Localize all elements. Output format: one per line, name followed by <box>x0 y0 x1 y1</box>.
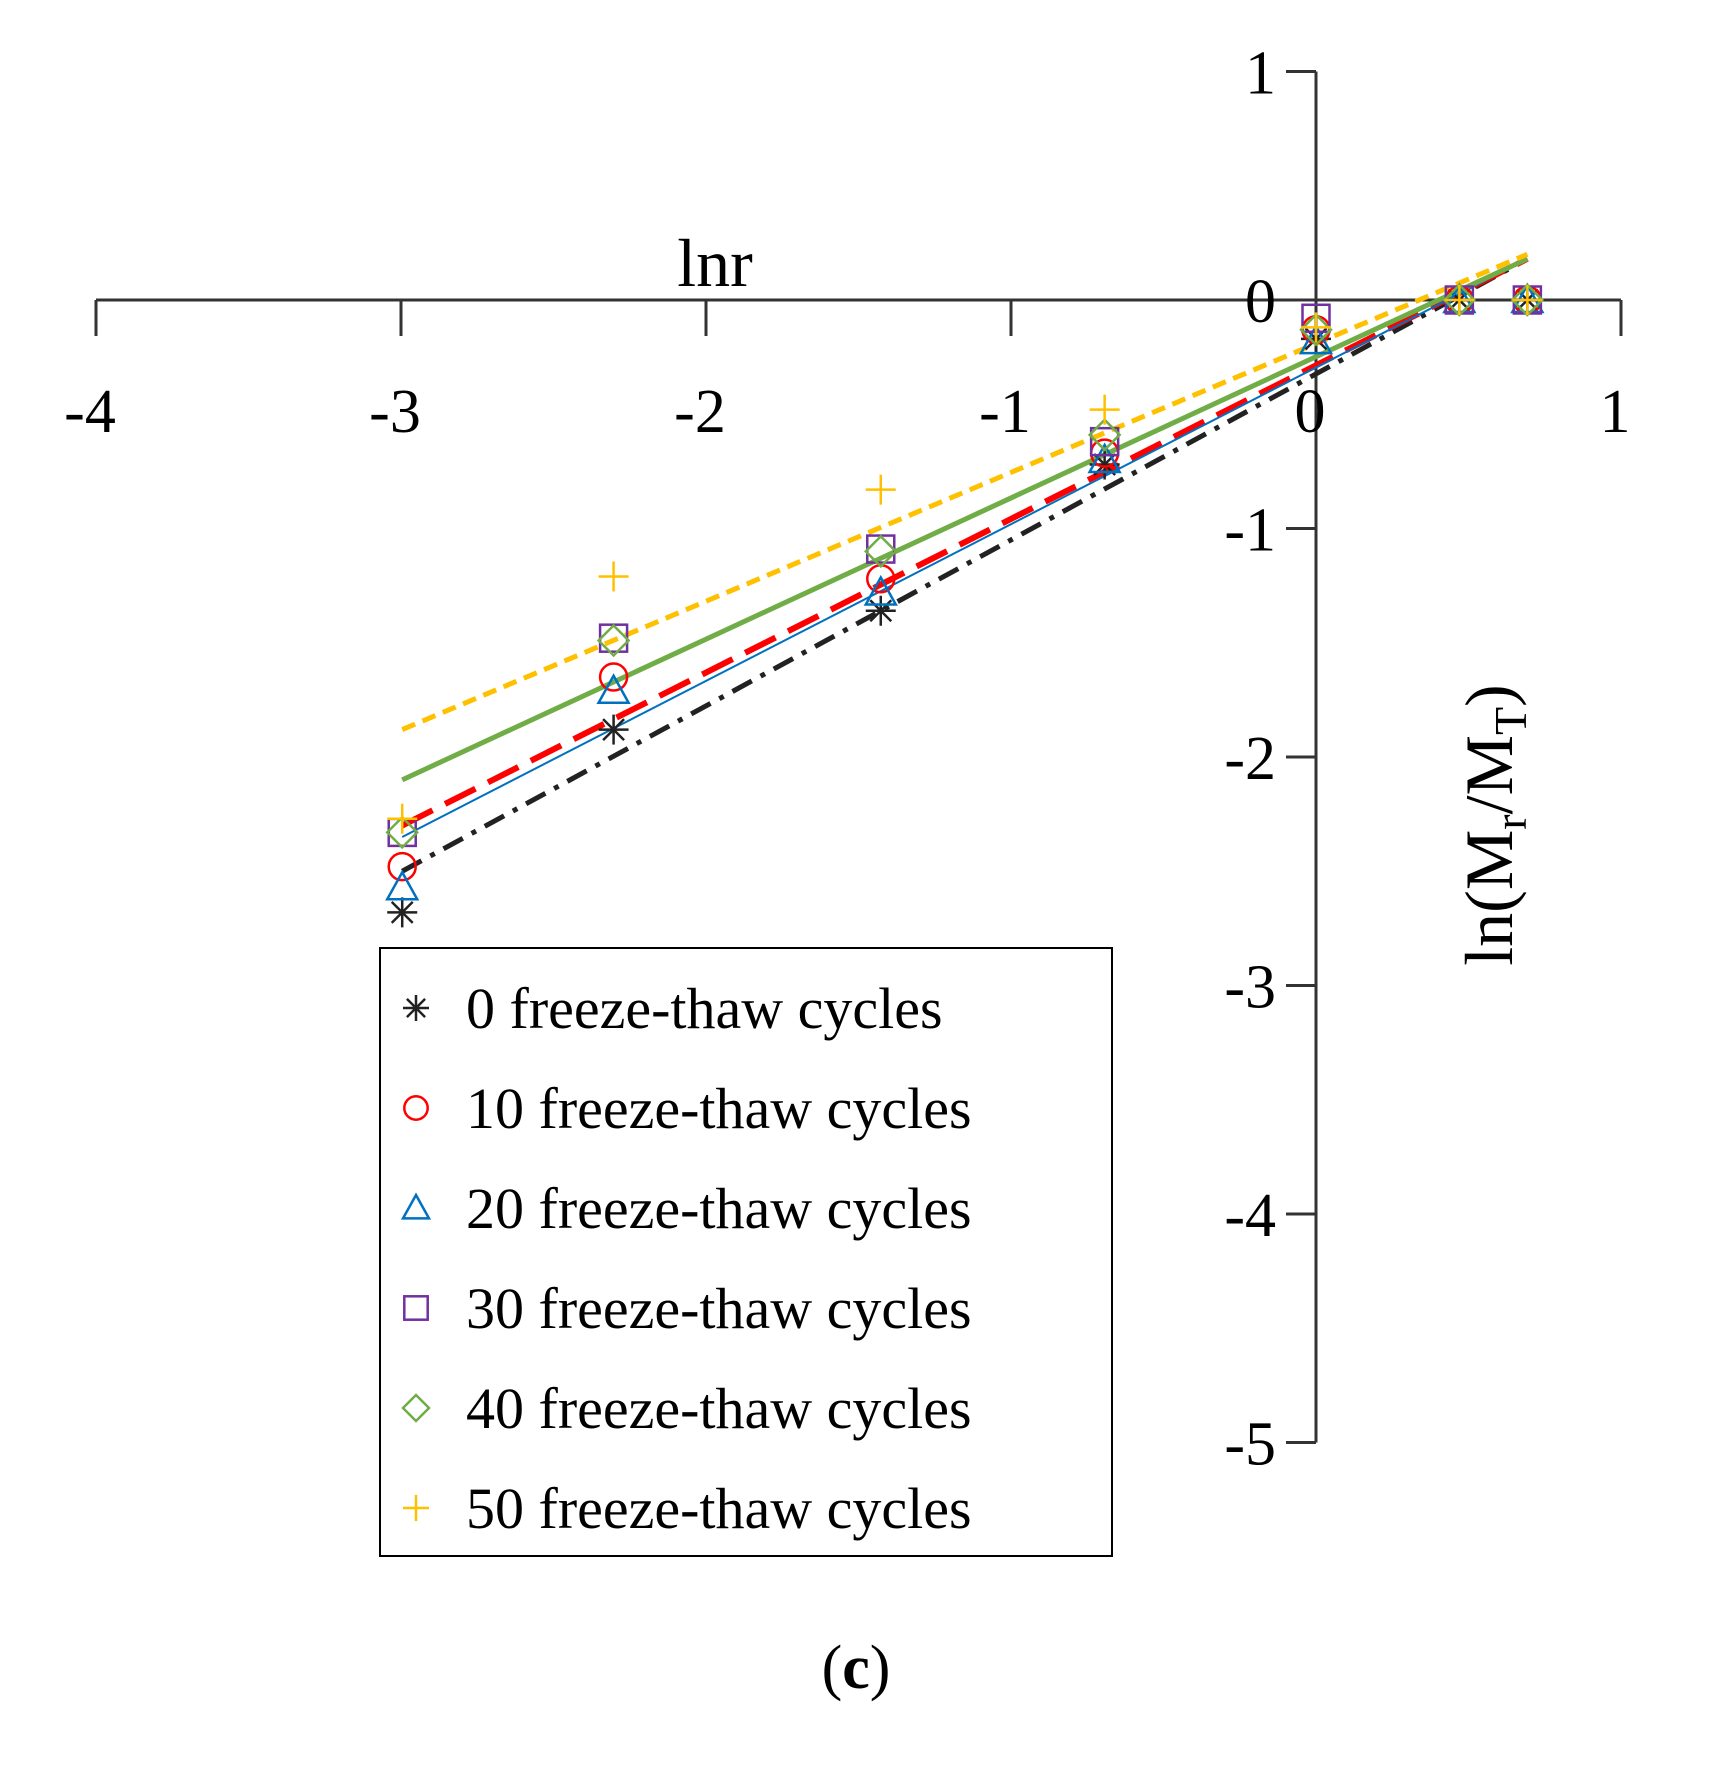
data-point <box>598 662 629 692</box>
data-point <box>1301 312 1331 343</box>
data-point <box>596 673 631 704</box>
marker-shape <box>1299 312 1333 347</box>
fit-line <box>401 256 1529 874</box>
marker-shape <box>602 718 625 741</box>
marker-shape <box>596 673 631 704</box>
data-point <box>1089 426 1120 457</box>
marker-shape <box>390 900 414 924</box>
fit-line <box>401 256 1529 783</box>
fit-line <box>401 257 1528 838</box>
data-point <box>865 474 896 505</box>
y-tick-label: -4 <box>1224 1182 1276 1250</box>
marker-shape <box>1087 418 1122 452</box>
marker-shape <box>385 869 420 901</box>
marker-shape <box>598 662 629 692</box>
data-point <box>385 869 420 901</box>
marker-shape <box>403 1095 429 1121</box>
legend-label: 40 freeze-thaw cycles <box>466 1376 972 1441</box>
marker-shape <box>385 815 419 850</box>
data-point <box>1087 418 1122 452</box>
marker-shape <box>406 998 426 1018</box>
y-tick-label: 1 <box>1245 40 1276 108</box>
data-point <box>1299 312 1333 347</box>
data-point <box>387 803 418 834</box>
x-axis-title: lnr <box>677 225 753 301</box>
marker-shape <box>596 623 631 658</box>
data-point <box>598 714 629 745</box>
y-tick-label: -2 <box>1224 725 1276 793</box>
y-tick-label: -1 <box>1224 497 1276 565</box>
legend-label: 0 freeze-thaw cycles <box>466 976 943 1041</box>
marker-shape <box>1298 323 1334 355</box>
legend-marker <box>403 1095 429 1121</box>
y-axis-title: ln(Mr/MT) <box>1451 684 1536 965</box>
panel-label: (c) <box>822 1634 891 1702</box>
y-tick-label: 0 <box>1245 268 1276 336</box>
legend: 0 freeze-thaw cycles 10 freeze-thaw cycle… <box>379 947 1113 1557</box>
x-tick-label: -1 <box>979 378 1031 446</box>
x-tick-label: -4 <box>64 378 116 446</box>
legend-label: 20 freeze-thaw cycles <box>466 1176 972 1241</box>
fit-line <box>400 256 1529 829</box>
fit-lines <box>400 251 1529 874</box>
legend-label: 50 freeze-thaw cycles <box>466 1476 972 1541</box>
legend-label: 10 freeze-thaw cycles <box>466 1076 972 1141</box>
data-point <box>385 815 419 850</box>
marker-shape <box>863 574 898 606</box>
legend-marker <box>400 1192 432 1220</box>
legend-box <box>379 947 1113 1557</box>
marker-shape <box>387 851 417 882</box>
legend-marker <box>401 1393 431 1423</box>
legend-label: 30 freeze-thaw cycles <box>466 1276 972 1341</box>
marker-shape <box>401 1393 431 1423</box>
y-tick-label: -3 <box>1224 954 1276 1022</box>
y-tick-label: -5 <box>1224 1411 1276 1479</box>
marker-shape <box>400 1192 432 1220</box>
data-point <box>1512 285 1543 315</box>
marker-shape <box>1089 426 1120 457</box>
data-point <box>863 574 898 606</box>
data-point <box>1298 323 1334 355</box>
legend-marker <box>403 1495 429 1521</box>
data-point <box>863 534 898 569</box>
x-tick-label: 0 <box>1295 378 1326 446</box>
marker-shape <box>403 1295 429 1321</box>
fit-line <box>401 251 1529 732</box>
data-point <box>1089 394 1120 425</box>
data-point <box>1444 285 1475 315</box>
x-tick-label: 1 <box>1600 378 1631 446</box>
data-point <box>387 851 417 882</box>
data-point <box>1087 442 1122 474</box>
data-point <box>596 623 631 658</box>
axes: -4 -3 -2 -1 0 1 1 0 -1 -2 -3 -4 -5 <box>64 40 1630 1479</box>
data-points <box>385 282 1545 928</box>
x-tick-label: -2 <box>674 378 726 446</box>
marker-shape <box>1087 442 1122 474</box>
data-point <box>865 595 896 626</box>
x-tick-label: -3 <box>369 378 421 446</box>
legend-marker <box>403 1295 429 1321</box>
data-point <box>387 897 418 928</box>
marker-shape <box>863 534 898 569</box>
data-point <box>598 561 629 592</box>
legend-marker <box>403 995 429 1021</box>
